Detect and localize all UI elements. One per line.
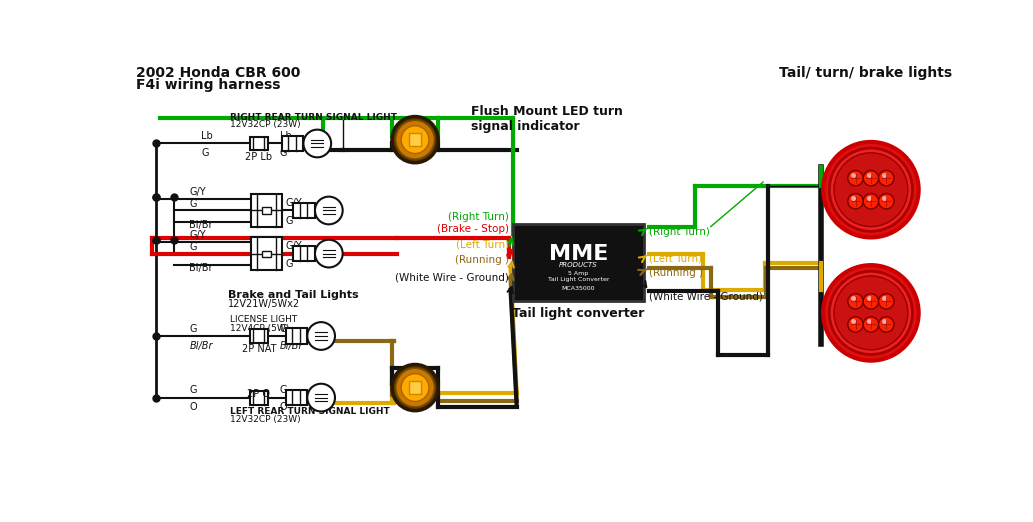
Text: (White Wire - Ground): (White Wire - Ground) — [649, 291, 763, 301]
Text: (Running ): (Running ) — [455, 255, 509, 265]
Text: 2P Lb: 2P Lb — [245, 152, 273, 162]
Circle shape — [879, 294, 894, 309]
FancyBboxPatch shape — [261, 207, 271, 213]
Text: RIGHT REAR TURN SIGNAL LIGHT: RIGHT REAR TURN SIGNAL LIGHT — [230, 113, 398, 122]
Text: Bl/Br: Bl/Br — [189, 341, 213, 351]
Circle shape — [864, 294, 879, 309]
Text: G: G — [286, 216, 293, 226]
Circle shape — [848, 171, 864, 186]
Circle shape — [848, 294, 864, 309]
Text: 12V21W/5Wx2: 12V21W/5Wx2 — [228, 299, 300, 309]
Text: G: G — [280, 148, 287, 158]
Text: MME: MME — [549, 244, 608, 264]
Circle shape — [392, 116, 438, 163]
Circle shape — [823, 265, 918, 361]
Text: (Left Turn): (Left Turn) — [649, 254, 702, 264]
FancyBboxPatch shape — [286, 328, 307, 343]
Circle shape — [864, 317, 879, 332]
Circle shape — [829, 271, 912, 354]
Text: (Right Turn): (Right Turn) — [448, 212, 509, 222]
Text: G/Y: G/Y — [286, 198, 303, 208]
Text: (Left Turn): (Left Turn) — [456, 240, 509, 250]
FancyBboxPatch shape — [512, 224, 644, 301]
Circle shape — [307, 384, 335, 411]
Circle shape — [823, 142, 918, 238]
Circle shape — [307, 322, 335, 350]
FancyBboxPatch shape — [250, 329, 268, 343]
Circle shape — [315, 240, 343, 267]
Text: Bl/Br: Bl/Br — [280, 341, 303, 351]
Text: (Right Turn): (Right Turn) — [649, 227, 710, 236]
Text: LICENSE LIGHT: LICENSE LIGHT — [230, 315, 298, 324]
Text: F4i wiring harness: F4i wiring harness — [135, 78, 280, 92]
FancyBboxPatch shape — [251, 194, 282, 227]
FancyBboxPatch shape — [282, 136, 304, 151]
Circle shape — [392, 364, 438, 411]
Circle shape — [879, 194, 894, 209]
Circle shape — [304, 129, 332, 157]
Text: G/Y: G/Y — [286, 241, 303, 251]
Circle shape — [834, 153, 908, 227]
Text: G: G — [286, 259, 293, 269]
Text: O: O — [189, 402, 197, 412]
Text: 2P NAT: 2P NAT — [242, 345, 276, 354]
Text: 2002 Honda CBR 600: 2002 Honda CBR 600 — [135, 66, 300, 80]
Text: 12V32CP (23W): 12V32CP (23W) — [230, 416, 301, 424]
FancyBboxPatch shape — [251, 238, 282, 270]
Text: G: G — [280, 324, 287, 334]
Text: Bl/Br: Bl/Br — [189, 263, 213, 273]
Text: 2P O: 2P O — [247, 389, 271, 399]
Circle shape — [396, 121, 434, 159]
Text: Tail/ turn/ brake lights: Tail/ turn/ brake lights — [779, 66, 951, 80]
Text: MCA35000: MCA35000 — [562, 286, 595, 291]
FancyBboxPatch shape — [261, 251, 271, 257]
FancyBboxPatch shape — [293, 246, 315, 262]
Text: 12V4CP (5W): 12V4CP (5W) — [230, 324, 289, 333]
Text: G: G — [189, 242, 197, 252]
FancyBboxPatch shape — [250, 137, 268, 150]
Text: Bl/Br: Bl/Br — [189, 220, 213, 230]
Text: G: G — [189, 324, 197, 334]
Text: Tail light converter: Tail light converter — [512, 307, 645, 321]
Circle shape — [848, 194, 864, 209]
FancyBboxPatch shape — [409, 134, 421, 146]
Circle shape — [396, 369, 434, 407]
Text: LEFT REAR TURN SIGNAL LIGHT: LEFT REAR TURN SIGNAL LIGHT — [230, 407, 390, 416]
Text: G/Y: G/Y — [189, 230, 206, 240]
Text: Lb: Lb — [201, 131, 213, 141]
Text: G: G — [189, 385, 197, 395]
Circle shape — [401, 126, 429, 153]
Text: Brake and Tail Lights: Brake and Tail Lights — [228, 290, 358, 300]
Text: G: G — [201, 148, 209, 158]
FancyBboxPatch shape — [293, 203, 315, 218]
Text: (Brake - Stop): (Brake - Stop) — [437, 223, 509, 233]
Text: G: G — [189, 199, 197, 209]
Text: G/Y: G/Y — [189, 187, 206, 197]
Circle shape — [829, 148, 912, 231]
Text: (Running ): (Running ) — [649, 268, 703, 278]
Text: Flush Mount LED turn
signal indicator: Flush Mount LED turn signal indicator — [470, 105, 622, 133]
Text: 12V32CP (23W): 12V32CP (23W) — [230, 121, 301, 129]
FancyBboxPatch shape — [409, 382, 421, 394]
Circle shape — [864, 194, 879, 209]
Circle shape — [879, 171, 894, 186]
Text: Lb: Lb — [280, 131, 291, 141]
Text: G: G — [280, 385, 287, 395]
FancyBboxPatch shape — [286, 390, 307, 405]
Circle shape — [848, 317, 864, 332]
FancyBboxPatch shape — [250, 390, 268, 405]
Text: 5 Amp
Tail Light Converter: 5 Amp Tail Light Converter — [547, 271, 609, 282]
Text: O: O — [280, 402, 287, 412]
Text: PRODUCTS: PRODUCTS — [559, 262, 598, 268]
Circle shape — [864, 171, 879, 186]
Circle shape — [401, 374, 429, 401]
Circle shape — [834, 276, 908, 350]
Circle shape — [879, 317, 894, 332]
Text: (White Wire - Ground): (White Wire - Ground) — [396, 273, 509, 283]
Circle shape — [315, 197, 343, 224]
